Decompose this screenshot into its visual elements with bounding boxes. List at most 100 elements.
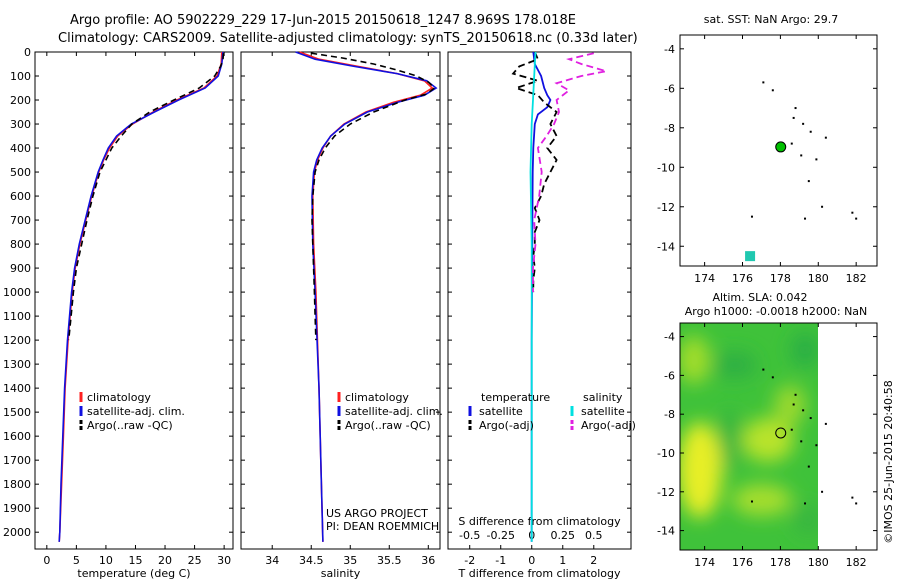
lat-tick-label: -12	[657, 486, 675, 499]
island-point	[771, 89, 774, 92]
depth-tick-label: 1800	[3, 478, 31, 491]
legend-header-salinity: salinity	[583, 391, 623, 404]
depth-tick-label: 1700	[3, 454, 31, 467]
depth-tick-label: 600	[10, 190, 31, 203]
s-tick-label: 0.5	[585, 529, 603, 542]
x-tick-label: 0	[528, 554, 535, 567]
argo-position-marker	[775, 141, 787, 153]
lat-tick-label: -12	[657, 201, 675, 214]
x-tick-label: 30	[217, 554, 231, 567]
x-tick-label: -2	[464, 554, 475, 567]
series-line-salinity-satellite	[529, 51, 537, 542]
depth-tick-label: 900	[10, 262, 31, 275]
depth-tick-label: 2000	[3, 526, 31, 539]
series-line-argo-raw-qc-	[311, 52, 436, 341]
legend-label: climatology	[345, 391, 409, 404]
lon-tick-label: 182	[846, 272, 867, 285]
lon-tick-label: 174	[694, 272, 715, 285]
depth-tick-label: 1600	[3, 430, 31, 443]
lon-tick-label: 182	[846, 556, 867, 569]
lat-tick-label: -8	[664, 408, 675, 421]
lon-tick-label: 174	[694, 556, 715, 569]
series-line-climatology	[299, 51, 434, 542]
island-point	[750, 215, 753, 218]
title-line-1: Argo profile: AO 5902229_229 17-Jun-2015…	[70, 13, 576, 28]
argo-position-marker	[775, 427, 787, 439]
legend-label: satellite	[479, 405, 523, 418]
legend-label: Argo(..raw -QC)	[87, 419, 173, 432]
x-tick-label: 5	[73, 554, 80, 567]
island-point	[815, 444, 818, 447]
depth-tick-label: 1500	[3, 406, 31, 419]
legend-label: satellite-adj. clim.	[345, 405, 443, 418]
sst-marker	[745, 251, 756, 262]
depth-tick-label: 0	[24, 46, 31, 59]
series-line-satellite-adj-clim-	[58, 51, 224, 542]
sst-map-panel: sat. SST: NaN Argo: 29.7 174 176 178 180 182…	[657, 13, 878, 285]
lon-tick-label: 180	[808, 556, 829, 569]
island-point	[800, 154, 803, 157]
x-tick-label: 34	[265, 554, 279, 567]
depth-tick-label: 400	[10, 142, 31, 155]
temperature-axes	[34, 51, 234, 550]
island-point	[794, 107, 797, 110]
lon-tick-label: 176	[732, 556, 753, 569]
legend-label: climatology	[87, 391, 151, 404]
s-tick-label: -0.5	[459, 529, 480, 542]
sla-map-title: Altim. SLA: 0.042	[712, 291, 807, 304]
island-point	[794, 393, 797, 396]
island-point	[851, 211, 854, 214]
depth-tick-label: 1300	[3, 358, 31, 371]
depth-tick-label: 1000	[3, 286, 31, 299]
lat-tick-label: -10	[657, 447, 675, 460]
series-line-salinity-argo-adj-	[532, 52, 607, 293]
lon-tick-label: 178	[770, 556, 791, 569]
island-point	[802, 122, 805, 125]
depth-tick-label: 800	[10, 238, 31, 251]
salinity-panel: 34 34.5 35 35.5 36 salinity climatologysatelli…	[240, 51, 443, 580]
lon-tick-label: 180	[808, 272, 829, 285]
island-point	[807, 465, 810, 468]
x-tick-label: 35.5	[377, 554, 402, 567]
depth-tick-label: 1200	[3, 334, 31, 347]
sst-map-title: sat. SST: NaN Argo: 29.7	[704, 13, 838, 26]
project-label: US ARGO PROJECT	[326, 507, 428, 520]
island-point	[855, 217, 858, 220]
x-tick-label: 35	[343, 554, 357, 567]
lat-tick-label: -6	[664, 369, 675, 382]
island-point	[809, 130, 812, 133]
x-tick-label: 20	[158, 554, 172, 567]
depth-tick-label: 1900	[3, 502, 31, 515]
legend-label: Argo(-adj)	[479, 419, 534, 432]
lon-tick-label: 176	[732, 272, 753, 285]
sla-heatmap	[680, 323, 818, 550]
island-point	[762, 81, 765, 84]
lat-tick-label: -8	[664, 122, 675, 135]
island-point	[762, 368, 765, 371]
x-tick-label: 36	[421, 554, 435, 567]
salinity-axes	[240, 51, 441, 550]
series-line-argo-raw-qc-	[67, 53, 225, 341]
x-tick-label: 10	[99, 554, 113, 567]
x-tick-label: 2	[590, 554, 597, 567]
s-tick-label: 0.25	[551, 529, 576, 542]
island-point	[790, 142, 793, 145]
depth-tick-label: 100	[10, 70, 31, 83]
sst-map-axes	[679, 34, 878, 267]
x-tick-label: 0	[43, 554, 50, 567]
island-point	[750, 500, 753, 503]
series-line-climatology	[58, 51, 223, 542]
x-axis-label: salinity	[321, 567, 361, 580]
legend-label: satellite-adj. clim.	[87, 405, 185, 418]
lat-tick-label: -4	[664, 331, 675, 344]
lat-tick-label: -14	[657, 525, 675, 538]
legend-header-temperature: temperature	[481, 391, 550, 404]
x-axis-label: T difference from climatology	[458, 567, 621, 580]
imos-timestamp: ©IMOS 25-Jun-2015 20:40:58	[882, 380, 895, 544]
s-tick-label: -0.25	[486, 529, 514, 542]
temperature-panel: 0100200300400500600700800900100011001200…	[3, 46, 234, 580]
island-point	[815, 158, 818, 161]
depth-tick-label: 1400	[3, 382, 31, 395]
difference-axes	[447, 51, 632, 550]
